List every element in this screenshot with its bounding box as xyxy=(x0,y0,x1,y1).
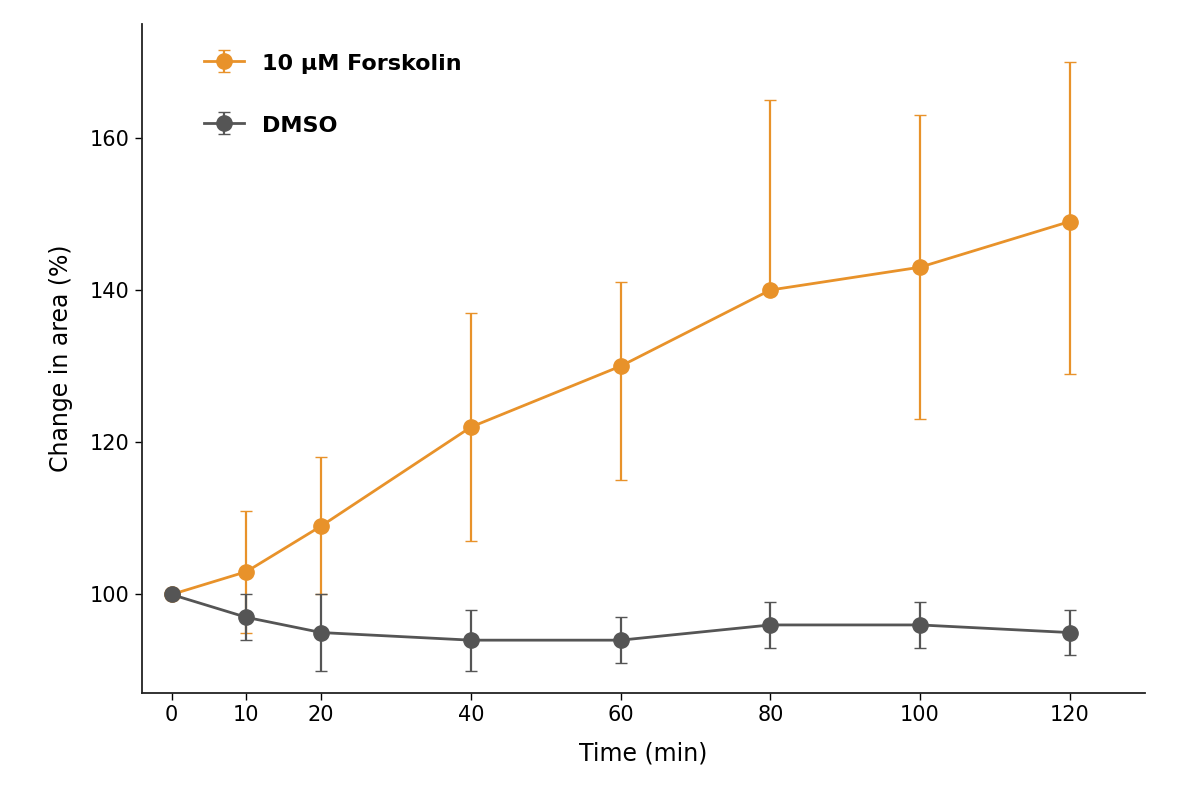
X-axis label: Time (min): Time (min) xyxy=(579,742,707,766)
Y-axis label: Change in area (%): Change in area (%) xyxy=(50,245,73,472)
Legend: 10 μM Forskolin, DMSO: 10 μM Forskolin, DMSO xyxy=(192,42,472,147)
